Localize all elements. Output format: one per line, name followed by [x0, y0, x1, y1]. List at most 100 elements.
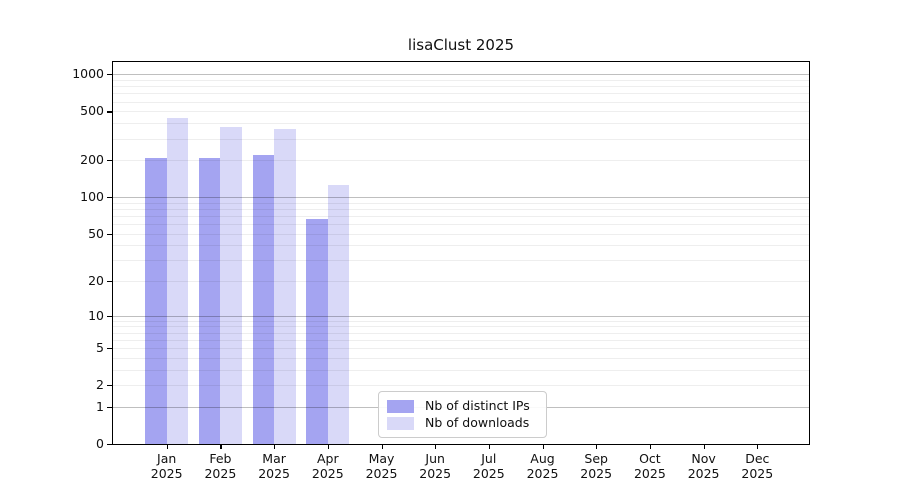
gridline-minor-2 — [113, 385, 809, 387]
y-tick-mark-2 — [107, 385, 112, 387]
y-tick-mark-1000 — [107, 74, 112, 76]
gridline-minor-90 — [113, 202, 809, 204]
gridline-minor-4 — [113, 357, 809, 359]
gridline-minor-3 — [113, 369, 809, 371]
x-tick-mark-jan — [166, 445, 168, 449]
y-tick-label-500: 500 — [80, 103, 104, 119]
x-tick-label-jan: Jan 2025 — [135, 451, 199, 481]
y-tick-label-0: 0 — [96, 436, 104, 451]
x-tick-mark-mar — [274, 445, 276, 449]
x-tick-label-jun: Jun 2025 — [403, 451, 467, 481]
gridline-minor-30 — [113, 260, 809, 262]
gridline-minor-9 — [113, 320, 809, 322]
gridline-major-1000 — [113, 74, 809, 76]
x-tick-year: 2025 — [365, 466, 398, 481]
y-tick-label-5: 5 — [96, 340, 104, 356]
x-tick-month: Feb — [209, 451, 232, 466]
gridline-minor-6 — [113, 339, 809, 341]
gridline-minor-50 — [113, 233, 809, 235]
chart-title: lisaClust 2025 — [407, 36, 515, 54]
x-tick-mark-sep — [596, 445, 598, 449]
x-tick-label-oct: Oct 2025 — [618, 451, 682, 481]
x-tick-label-dec: Dec 2025 — [725, 451, 789, 481]
y-tick-mark-100 — [107, 197, 112, 199]
gridline-minor-80 — [113, 208, 809, 210]
gridline-major-100 — [113, 197, 809, 199]
y-tick-mark-0 — [107, 444, 112, 446]
x-tick-label-sep: Sep 2025 — [564, 451, 628, 481]
legend: Nb of distinct IPs Nb of downloads — [378, 391, 547, 438]
y-tick-label-20: 20 — [88, 273, 104, 289]
x-tick-mark-jun — [435, 445, 437, 449]
x-tick-month: Dec — [745, 451, 770, 466]
x-tick-mark-aug — [542, 445, 544, 449]
y-tick-label-50: 50 — [88, 225, 104, 241]
y-tick-mark-500 — [107, 111, 112, 113]
x-tick-year: 2025 — [580, 466, 613, 481]
bar-nb-of-distinct-ips-apr — [306, 219, 328, 444]
y-tick-mark-50 — [107, 233, 112, 235]
x-tick-year: 2025 — [258, 466, 290, 481]
x-tick-month: Jan — [157, 451, 177, 466]
legend-swatch-downloads — [387, 416, 414, 430]
x-tick-year: 2025 — [472, 466, 505, 481]
bar-nb-of-downloads-jan — [166, 118, 189, 444]
x-tick-mark-nov — [703, 445, 705, 449]
x-tick-label-nov: Nov 2025 — [672, 451, 736, 481]
legend-swatch-distinct-ips — [387, 399, 414, 413]
legend-item-downloads: Nb of downloads — [387, 416, 538, 430]
x-tick-year: 2025 — [204, 466, 237, 481]
x-tick-month: Aug — [530, 451, 555, 466]
x-tick-mark-feb — [220, 445, 222, 449]
y-tick-label-10: 10 — [88, 307, 104, 323]
x-tick-label-jul: Jul 2025 — [457, 451, 521, 481]
gridline-minor-900 — [113, 80, 809, 81]
bar-nb-of-downloads-apr — [327, 184, 350, 444]
x-tick-year: 2025 — [419, 466, 452, 481]
legend-item-distinct-ips: Nb of distinct IPs — [387, 399, 538, 413]
gridline-minor-5 — [113, 348, 809, 350]
gridline-minor-200 — [113, 160, 809, 162]
x-tick-label-feb: Feb 2025 — [188, 451, 252, 481]
x-tick-month: Jul — [481, 451, 497, 466]
x-tick-label-may: May 2025 — [350, 451, 414, 481]
gridline-minor-60 — [113, 224, 809, 225]
gridline-minor-300 — [113, 138, 809, 140]
gridline-minor-20 — [113, 281, 809, 283]
gridline-minor-800 — [113, 86, 809, 88]
bar-nb-of-distinct-ips-mar — [252, 154, 275, 444]
x-tick-label-apr: Apr 2025 — [296, 451, 360, 481]
y-tick-label-1: 1 — [96, 398, 104, 414]
legend-label-distinct-ips: Nb of distinct IPs — [425, 398, 530, 413]
y-tick-label-1000: 1000 — [72, 66, 104, 82]
y-tick-label-200: 200 — [80, 152, 104, 168]
x-tick-mark-jul — [488, 445, 490, 449]
gridline-minor-500 — [113, 111, 809, 113]
x-tick-month: Nov — [691, 451, 716, 466]
x-tick-year: 2025 — [150, 466, 183, 481]
y-tick-mark-10 — [107, 315, 112, 317]
bar-nb-of-distinct-ips-jan — [145, 157, 167, 444]
plot-area — [112, 61, 810, 445]
y-tick-mark-20 — [107, 281, 112, 283]
y-tick-label-2: 2 — [96, 377, 104, 393]
x-tick-label-aug: Aug 2025 — [511, 451, 575, 481]
x-tick-label-mar: Mar 2025 — [242, 451, 306, 481]
gridline-minor-70 — [113, 215, 809, 217]
x-tick-mark-dec — [757, 445, 759, 449]
gridline-minor-400 — [113, 123, 809, 125]
y-tick-mark-5 — [107, 348, 112, 350]
gridline-minor-8 — [113, 326, 809, 328]
bar-nb-of-downloads-feb — [220, 127, 242, 444]
x-tick-month: Sep — [584, 451, 608, 466]
x-tick-mark-oct — [649, 445, 652, 449]
x-tick-year: 2025 — [687, 466, 720, 481]
gridline-major-10 — [113, 315, 809, 317]
x-tick-month: May — [368, 451, 395, 466]
x-tick-month: Jun — [425, 451, 445, 466]
x-tick-mark-may — [381, 445, 383, 449]
gridline-minor-600 — [113, 101, 809, 103]
gridline-minor-40 — [113, 245, 809, 247]
bar-nb-of-downloads-mar — [274, 128, 296, 444]
